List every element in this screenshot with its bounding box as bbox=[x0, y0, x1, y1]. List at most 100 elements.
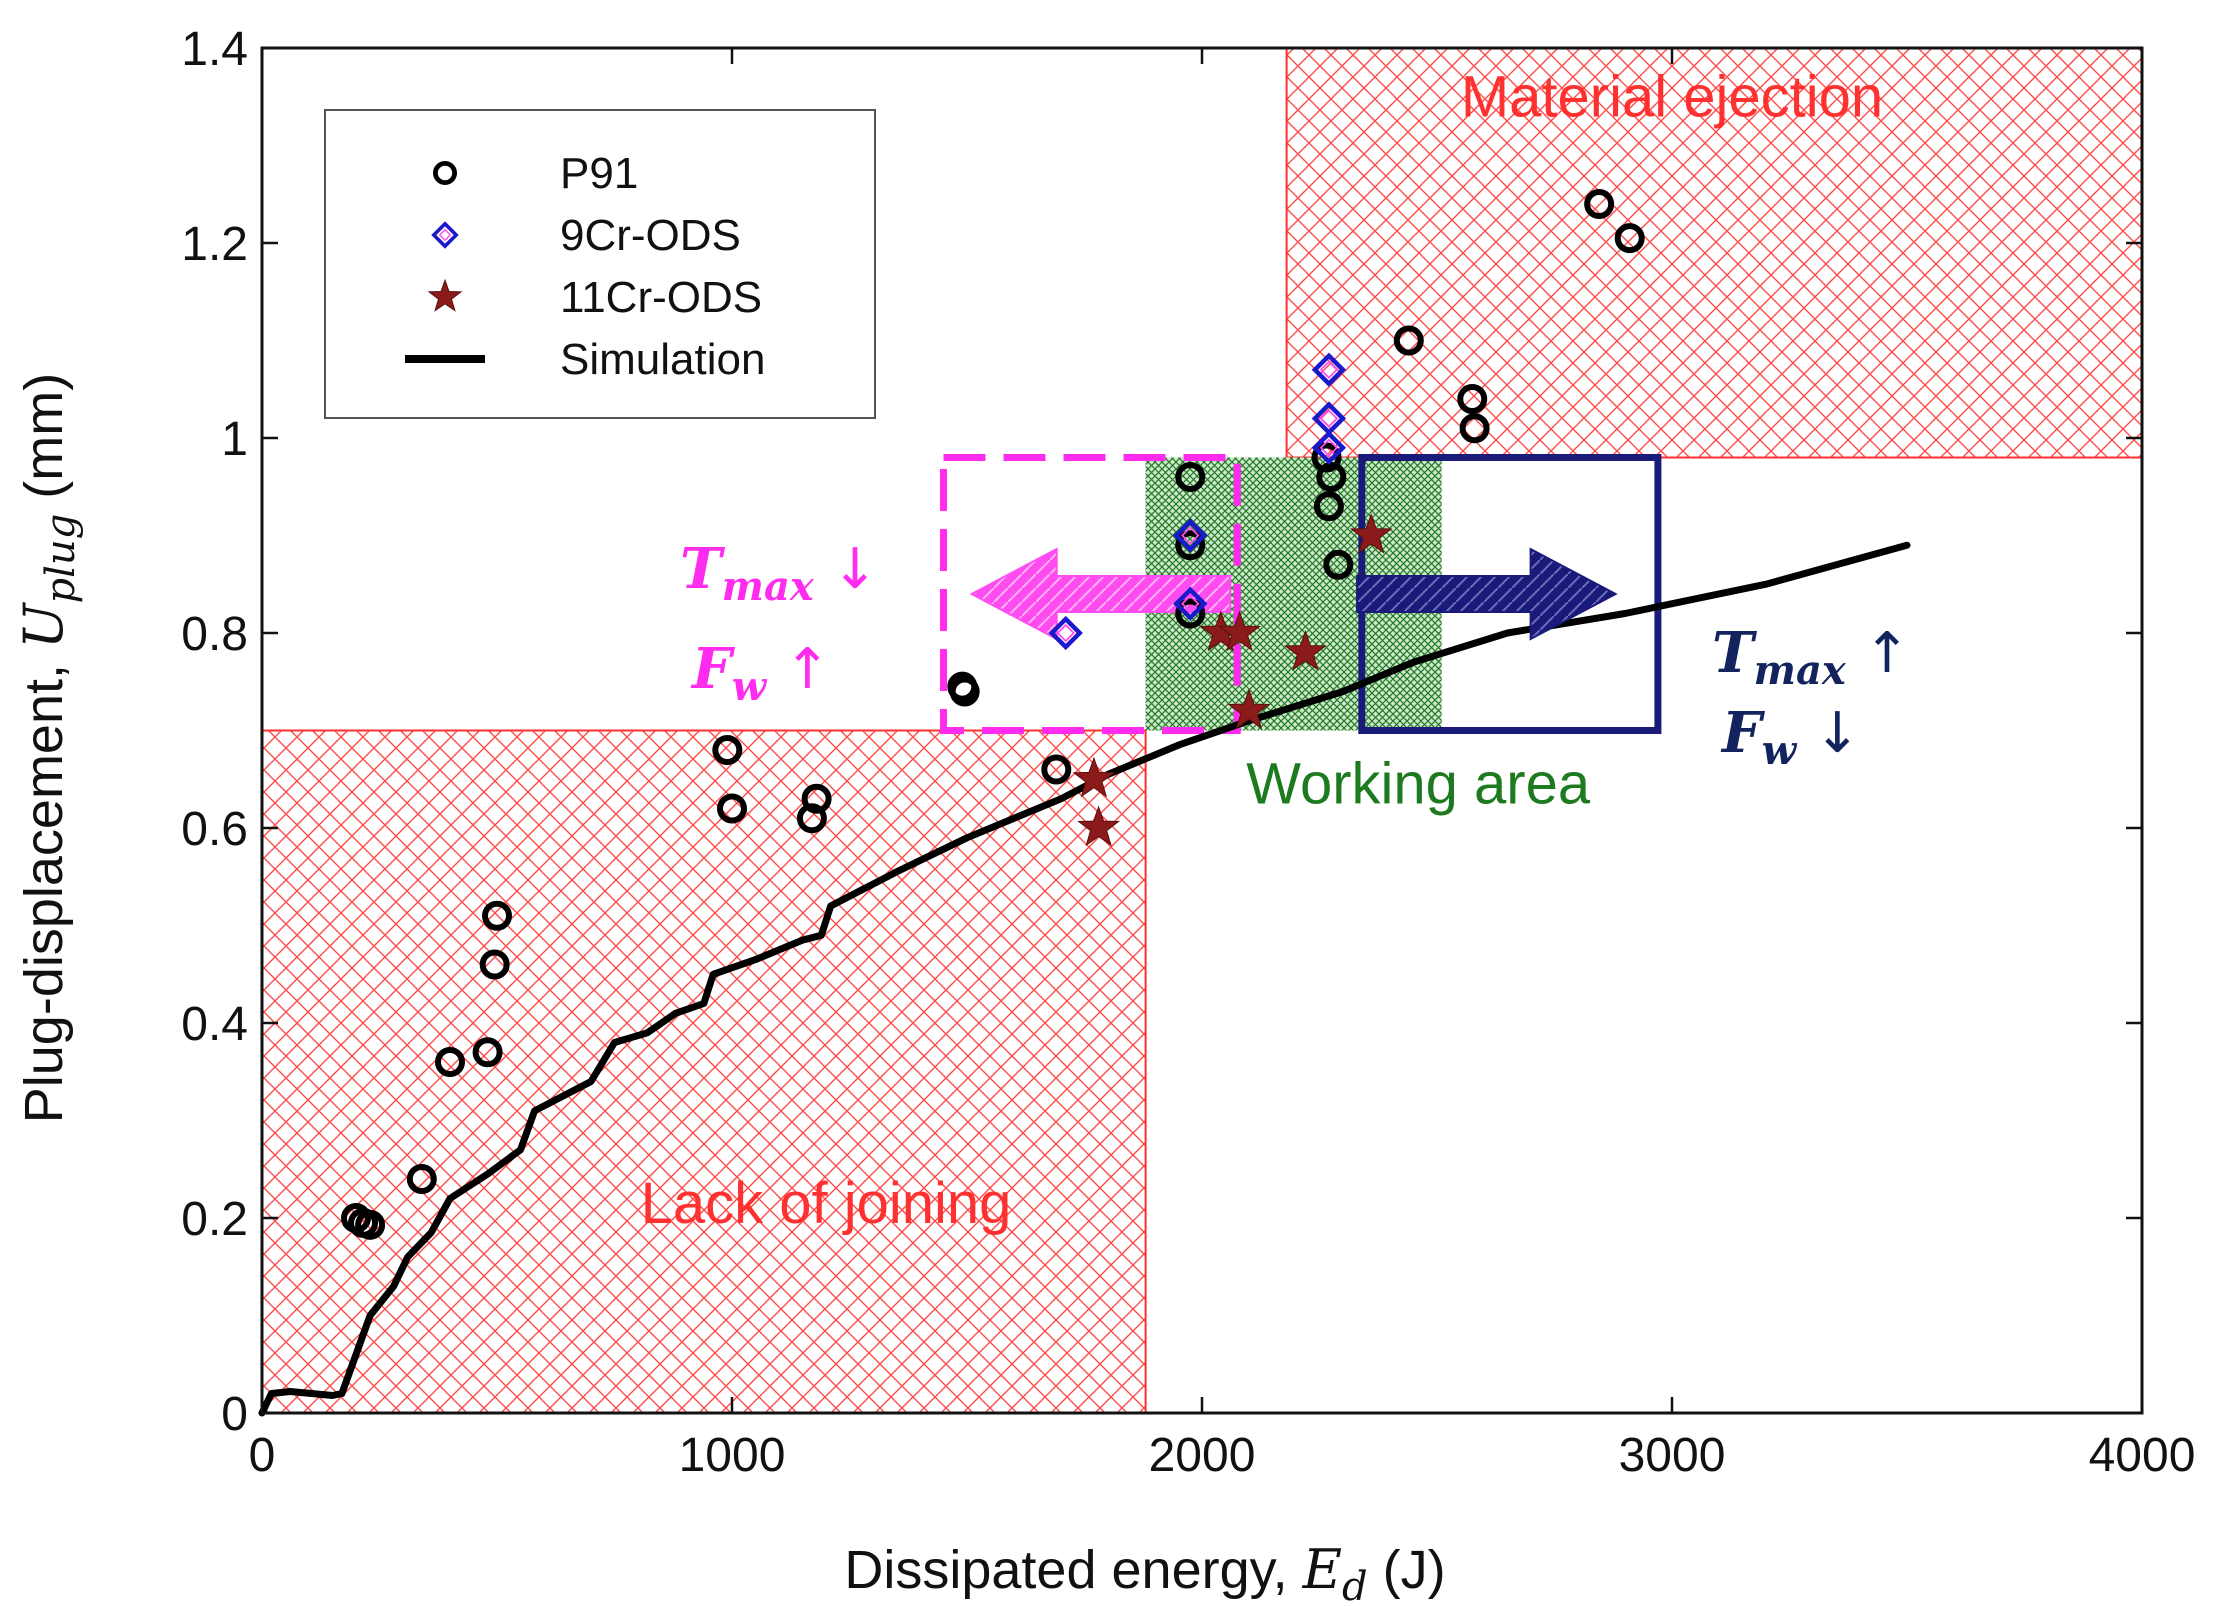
legend-symbol-p91 bbox=[432, 160, 457, 185]
point-9cr-ods-inner bbox=[1319, 409, 1339, 428]
point-p91 bbox=[435, 1047, 465, 1077]
x-axis-title-text: Dissipated energy, bbox=[844, 1540, 1302, 1600]
point-p91 bbox=[1175, 530, 1206, 561]
point-9cr-ods-inner bbox=[1180, 594, 1200, 614]
point-p91 bbox=[801, 783, 832, 814]
y-axis-title-sub: plug bbox=[38, 514, 84, 604]
point-11cr-ods bbox=[1218, 610, 1262, 652]
x-axis-title-sub: d bbox=[1342, 1564, 1368, 1606]
point-p91 bbox=[796, 803, 827, 834]
y-tick-label: 0.2 bbox=[181, 1193, 248, 1246]
point-p91 bbox=[712, 735, 743, 765]
y-axis-title-text: Plug-displacement, bbox=[14, 649, 74, 1123]
left-fw-label: Fw ↑ bbox=[690, 636, 831, 710]
left-fw-sub: w bbox=[732, 663, 768, 710]
x-axis-title-unit: (J) bbox=[1368, 1540, 1446, 1600]
point-p91 bbox=[1175, 598, 1206, 629]
region-material-ejection bbox=[1285, 47, 2143, 459]
y-tick-label: 1.2 bbox=[181, 218, 248, 271]
legend-label-11cr-ods: 11Cr-ODS bbox=[560, 273, 762, 322]
legend-symbol-9cr-ods-inner bbox=[438, 228, 452, 242]
x-tick-label: 4000 bbox=[2089, 1429, 2196, 1482]
point-11cr-ods bbox=[1072, 756, 1116, 798]
point-p91 bbox=[1614, 223, 1645, 254]
y-tick-label: 1.4 bbox=[181, 23, 248, 76]
y-axis-title-unit: (mm) bbox=[14, 373, 74, 514]
point-p91 bbox=[1584, 189, 1615, 219]
y-tick-label: 1 bbox=[221, 413, 248, 466]
x-tick-label: 0 bbox=[249, 1429, 276, 1482]
point-9cr-ods-inner bbox=[1319, 360, 1339, 380]
region-lack-of-joining bbox=[261, 729, 1147, 1414]
box-decrease bbox=[940, 454, 1241, 734]
material-ejection-label: Material ejection bbox=[1461, 64, 1883, 129]
point-p91 bbox=[1323, 549, 1354, 580]
right-tmax-arrow: ↑ bbox=[1846, 621, 1911, 686]
point-p91 bbox=[472, 1037, 503, 1068]
right-arrow bbox=[1356, 547, 1618, 641]
point-11cr-ods bbox=[1349, 513, 1393, 554]
legend-symbol-9cr-ods bbox=[431, 221, 459, 249]
x-axis-title-var: E bbox=[1302, 1538, 1342, 1601]
simulation-layer bbox=[258, 541, 1911, 1417]
point-p91 bbox=[1175, 462, 1206, 492]
left-fw-arrow: ↑ bbox=[766, 637, 831, 702]
lack-of-joining-label: Lack of joining bbox=[641, 1171, 1012, 1236]
x-tick-label: 3000 bbox=[1619, 1429, 1726, 1482]
legend-items bbox=[405, 160, 485, 363]
point-11cr-ods bbox=[1227, 688, 1271, 730]
point-p91 bbox=[717, 793, 747, 824]
point-9cr-ods bbox=[1311, 430, 1347, 465]
left-tmax-arrow: ↓ bbox=[814, 537, 879, 602]
legend: P91 9Cr-ODS 11Cr-ODS Simulation bbox=[324, 109, 876, 419]
legend-label-9cr-ods: 9Cr-ODS bbox=[560, 211, 741, 260]
right-fw-label: Fw ↓ bbox=[1720, 700, 1861, 774]
point-p91 bbox=[1393, 325, 1424, 356]
right-tmax-sub: max bbox=[1754, 647, 1847, 694]
legend-frame bbox=[324, 109, 876, 419]
right-tmax-var: T bbox=[1712, 620, 1758, 686]
point-p91 bbox=[406, 1164, 437, 1194]
x-tick-label: 2000 bbox=[1149, 1429, 1256, 1482]
point-p91 bbox=[355, 1209, 386, 1240]
y-axis-title-var: U bbox=[12, 602, 75, 649]
legend-label-simulation: Simulation bbox=[560, 335, 765, 384]
point-9cr-ods bbox=[1048, 615, 1083, 651]
simulation-line bbox=[258, 541, 1911, 1417]
point-p91 bbox=[482, 900, 512, 931]
right-tmax-label: Tmax ↑ bbox=[1712, 620, 1911, 694]
y-tick-label: 0.8 bbox=[181, 608, 248, 661]
point-p91 bbox=[1459, 413, 1490, 444]
points-layer bbox=[341, 189, 1645, 1240]
working-area-label: Working area bbox=[1246, 752, 1591, 817]
legend-symbol-11cr-ods bbox=[427, 278, 463, 312]
legend-label-p91: P91 bbox=[560, 149, 638, 198]
ticks-layer: 0 1000 2000 3000 4000 0 0.2 0.4 0.6 0.8 1 1.2 1.4 bbox=[181, 23, 2195, 1482]
y-axis-title: Plug-displacement, Uplug (mm) bbox=[12, 373, 84, 1123]
x-axis-title: Dissipated energy, Ed (J) bbox=[844, 1538, 1445, 1606]
point-p91 bbox=[1313, 491, 1344, 522]
point-9cr-ods-inner bbox=[1319, 438, 1339, 458]
point-p91 bbox=[1457, 384, 1488, 414]
right-fw-arrow: ↓ bbox=[1796, 701, 1861, 766]
point-9cr-ods bbox=[1173, 586, 1208, 621]
point-p91 bbox=[479, 949, 510, 980]
x-tick-label: 1000 bbox=[679, 1429, 786, 1482]
point-9cr-ods-inner bbox=[1056, 623, 1075, 643]
point-11cr-ods bbox=[1077, 805, 1121, 847]
y-tick-label: 0.4 bbox=[181, 998, 248, 1051]
point-p91 bbox=[1041, 754, 1072, 785]
point-p91 bbox=[1316, 462, 1347, 492]
point-9cr-ods bbox=[1173, 518, 1208, 553]
left-tmax-label: Tmax ↓ bbox=[680, 536, 879, 610]
point-9cr-ods-inner bbox=[1180, 526, 1200, 545]
right-fw-var: F bbox=[1720, 700, 1766, 766]
left-fw-var: F bbox=[690, 636, 736, 702]
point-p91 bbox=[1311, 442, 1342, 473]
right-fw-sub: w bbox=[1762, 727, 1798, 774]
point-p91 bbox=[949, 676, 980, 707]
point-11cr-ods bbox=[1283, 630, 1327, 671]
y-tick-label: 0.6 bbox=[181, 803, 248, 856]
